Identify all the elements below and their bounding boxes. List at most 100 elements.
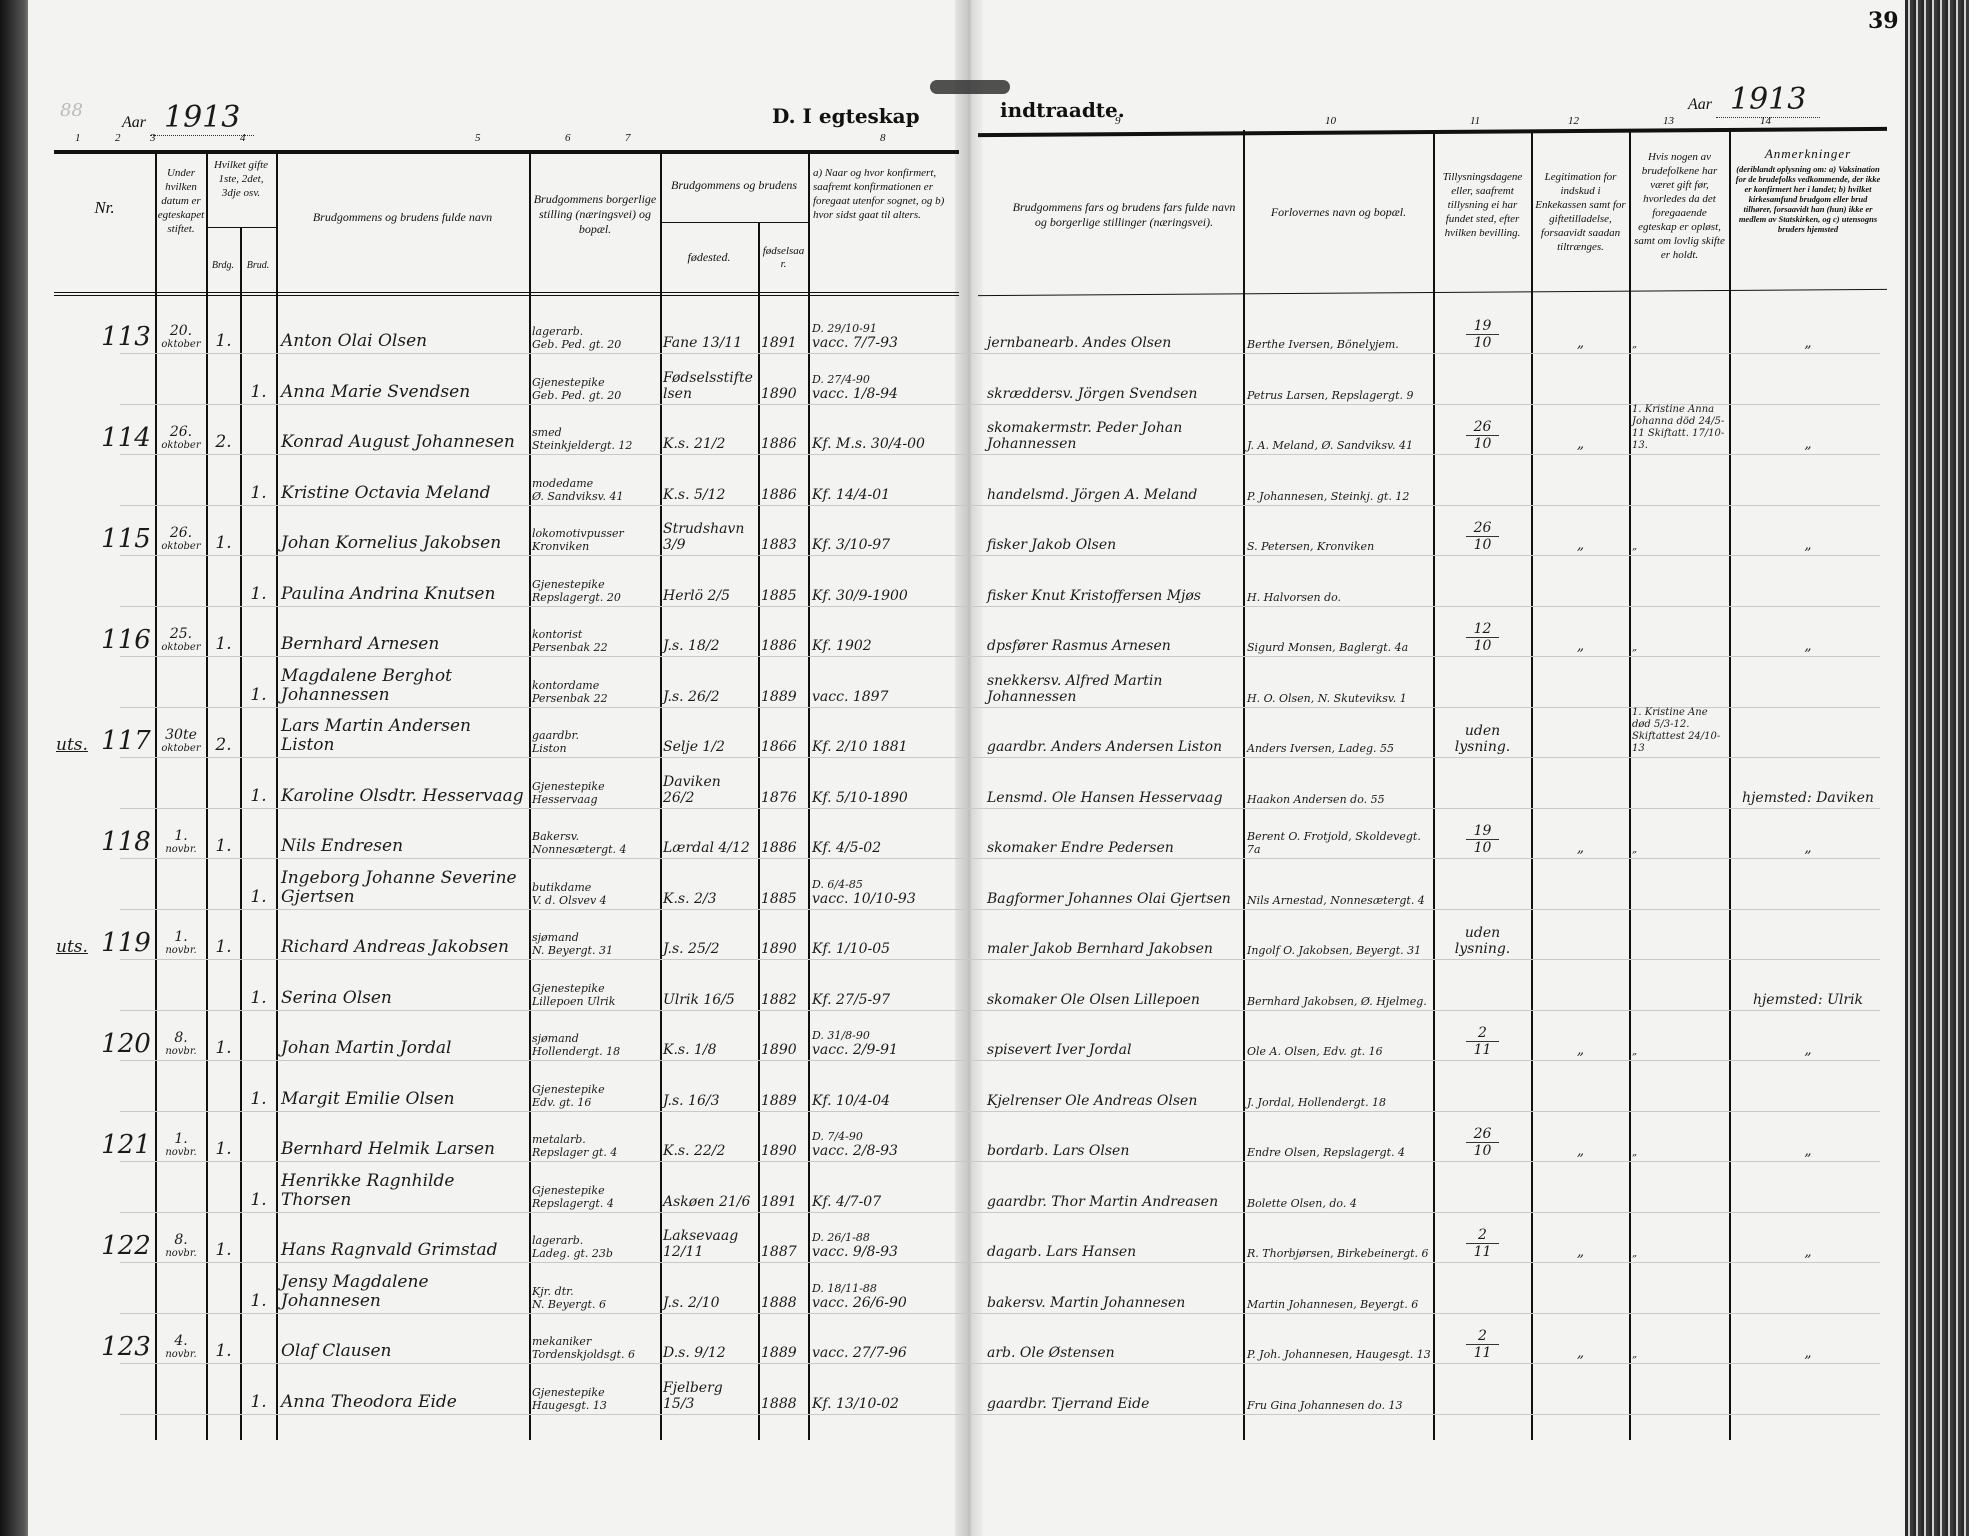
marriage-day: 30te [165, 727, 197, 743]
row-cell: 25. oktober [157, 604, 205, 654]
full-name: Johan Kornelius Jakobsen [281, 533, 502, 553]
row-rule [120, 1161, 1880, 1162]
row-cell: D. 29/10-91 vacc. 7/7-93 [812, 301, 955, 351]
witness-name: P. Johannesen, Steinkj. gt. 12 [1247, 489, 1410, 503]
row-cell: „ [1733, 301, 1883, 351]
year-right: Aar 1913 [1688, 82, 1821, 118]
header-confirmation: a) Naar og hvor konfirmert, saafremt kon… [813, 167, 945, 221]
page-edges [1905, 0, 1969, 1536]
row-cell: 1. Kristine Anna Johanna död 24/5-11 Ski… [1632, 402, 1727, 452]
remark: „ [1804, 436, 1812, 452]
row-cell: 1. [208, 907, 239, 957]
confirmation-place: vacc. 2/9-91 [812, 1042, 898, 1058]
row-cell: vacc. 1897 [812, 655, 955, 705]
father-name: snekkersv. Alfred Martin Johannessen [987, 672, 1163, 705]
row-rule [120, 504, 1880, 506]
row-cell: Anton Olai Olsen [281, 301, 526, 351]
banns-month: 10 [1473, 1143, 1492, 1159]
row-rule [120, 1312, 1880, 1314]
row-cell: D. 26/1-88 vacc. 9/8-93 [812, 1210, 955, 1260]
father-name: bakersv. Martin Johannesen [987, 1294, 1186, 1311]
entry-number: 113 [101, 322, 151, 352]
row-cell: arb. Ole Østensen [987, 1311, 1240, 1361]
row-cell: uden lysning. [1436, 705, 1529, 755]
legitimation-note: „ [1576, 335, 1585, 351]
row-cell: Konrad August Johannesen [281, 402, 526, 452]
row-cell: „ [1534, 503, 1627, 553]
row-cell: K.s. 21/2 [663, 402, 756, 452]
row-cell: 1. [208, 503, 239, 553]
column-rule [1729, 130, 1731, 1440]
column-rule [1629, 130, 1631, 1440]
row-cell: Paulina Andrina Knutsen [281, 554, 526, 604]
legitimation-note: „ [1576, 1244, 1585, 1260]
groom-marriage-count: 2. [215, 432, 232, 452]
confirmation-place: Kf. 13/10-02 [812, 1395, 899, 1412]
row-cell: J. A. Meland, Ø. Sandviksv. 41 [1247, 402, 1431, 452]
row-cell: J.s. 25/2 [663, 907, 756, 957]
birth-year: 1889 [761, 688, 797, 705]
row-cell: 20. oktober [157, 301, 205, 351]
row-cell: 1. [208, 1008, 239, 1058]
marriage-month: oktober [161, 541, 201, 552]
column-number: 11 [1470, 115, 1481, 127]
full-name: Paulina Andrina Knutsen [281, 583, 496, 604]
row-cell: 114 [99, 402, 153, 452]
marriage-day: 8. [174, 1232, 188, 1248]
row-cell: 2 11 [1436, 1008, 1529, 1058]
row-cell: Fane 13/11 [663, 301, 756, 351]
row-cell: D. 27/4-90 vacc. 1/8-94 [812, 352, 955, 402]
residence: Hollendergt. 18 [532, 1045, 621, 1058]
row-cell: Gjenestepike Repslagergt. 20 [532, 554, 658, 604]
row-cell: Anna Marie Svendsen [281, 352, 526, 402]
birthplace: D.s. 9/12 [663, 1345, 726, 1361]
row-cell: „ [1632, 503, 1727, 553]
row-cell: Fjelberg 15/3 [663, 1362, 756, 1412]
row-cell: „ [1534, 402, 1627, 452]
birthplace: Fane 13/11 [663, 335, 743, 351]
column-number: 8 [880, 132, 886, 144]
column-number: 4 [240, 132, 246, 144]
row-cell: J.s. 2/10 [663, 1261, 756, 1311]
residence: Tordenskjoldsgt. 6 [532, 1348, 636, 1361]
row-cell: Gjenestepike Hesservaag [532, 756, 658, 806]
groom-marriage-count: 1. [215, 937, 232, 957]
column-rule [1433, 130, 1435, 1440]
corner-mark: 88 [60, 100, 83, 121]
occupation: smed [532, 426, 562, 439]
row-cell: 2. [208, 402, 239, 452]
header-remarks-title: Anmerkninger [1764, 146, 1852, 161]
row-cell: 1. [208, 1210, 239, 1260]
confirmation-place: Kf. 14/4-01 [812, 486, 891, 503]
witness-name: Berthe Iversen, Bönelyjem. [1247, 338, 1399, 351]
column-number: 2 [115, 132, 121, 144]
column-number: 7 [625, 132, 631, 144]
father-name: handelsmd. Jörgen A. Meland [987, 486, 1198, 503]
banns-month: 11 [1473, 1345, 1492, 1361]
legitimation-note: „ [1576, 1345, 1585, 1361]
father-name: arb. Ole Østensen [987, 1345, 1115, 1361]
column-rule [1531, 130, 1533, 1440]
remark: „ [1804, 1042, 1812, 1058]
birth-year: 1866 [761, 739, 797, 755]
header-top-rule [54, 150, 959, 154]
row-cell: Kristine Octavia Meland [281, 453, 526, 503]
row-cell: 19 10 [1436, 301, 1529, 351]
row-cell: Daviken 26/2 [663, 756, 756, 806]
bride-marriage-count: 1. [250, 1290, 267, 1311]
birth-year: 1886 [761, 840, 797, 856]
entry-number: 120 [101, 1029, 151, 1059]
marriage-month: oktober [161, 642, 201, 653]
row-cell: 1883 [761, 503, 807, 553]
row-cell: Anna Theodora Eide [281, 1362, 526, 1412]
row-cell: „ [1632, 1210, 1727, 1260]
occupation: sjømand [532, 931, 579, 944]
father-name: dpsfører Rasmus Arnesen [987, 638, 1171, 654]
entry-number: 115 [101, 524, 151, 554]
birth-year: 1889 [761, 1345, 797, 1361]
full-name: Margit Emilie Olsen [281, 1088, 455, 1109]
father-name: skomakermstr. Peder Johan Johannessen [987, 420, 1183, 452]
marriage-day: 1. [174, 929, 188, 945]
row-cell: fisker Jakob Olsen [987, 503, 1240, 553]
row-cell: „ [1632, 604, 1727, 654]
